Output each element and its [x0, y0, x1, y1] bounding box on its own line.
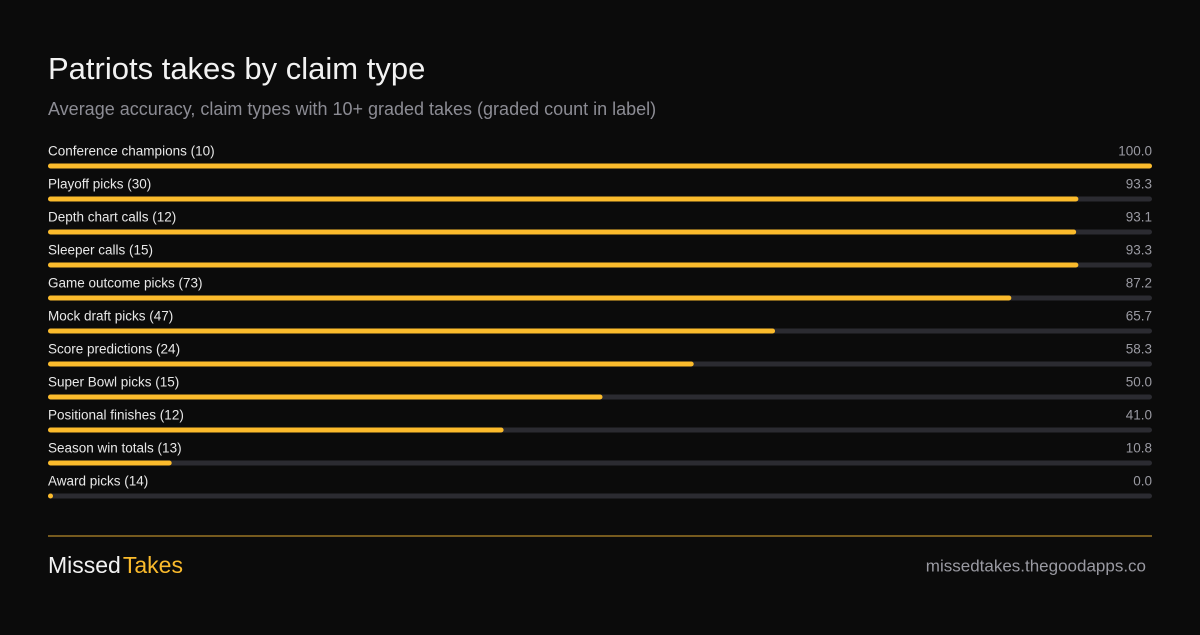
value-label: 93.1 — [1126, 210, 1152, 225]
category-label: Super Bowl picks (15) — [48, 375, 179, 390]
category-label: Score predictions (24) — [48, 342, 180, 357]
value-label: 41.0 — [1126, 408, 1152, 423]
value-label: 10.8 — [1126, 441, 1152, 456]
footer-url: missedtakes.thegoodapps.co — [926, 556, 1146, 575]
value-label: 0.0 — [1133, 474, 1152, 489]
value-label: 87.2 — [1126, 276, 1152, 291]
chart-subtitle: Average accuracy, claim types with 10+ g… — [48, 99, 656, 119]
value-label: 93.3 — [1126, 243, 1152, 258]
value-label: 50.0 — [1126, 375, 1152, 390]
category-label: Conference champions (10) — [48, 144, 215, 159]
value-label: 100.0 — [1118, 144, 1152, 159]
category-label: Playoff picks (30) — [48, 177, 151, 192]
brand: MissedTakes — [48, 552, 183, 578]
category-label: Award picks (14) — [48, 474, 148, 489]
chart-title: Patriots takes by claim type — [48, 51, 425, 86]
category-label: Positional finishes (12) — [48, 408, 184, 423]
category-label: Sleeper calls (15) — [48, 243, 153, 258]
value-label: 93.3 — [1126, 177, 1152, 192]
value-label: 65.7 — [1126, 309, 1152, 324]
value-label: 58.3 — [1126, 342, 1152, 357]
category-label: Game outcome picks (73) — [48, 276, 203, 291]
category-label: Mock draft picks (47) — [48, 309, 173, 324]
category-label: Depth chart calls (12) — [48, 210, 176, 225]
brand-first: Missed — [48, 552, 121, 578]
brand-second: Takes — [123, 552, 183, 578]
category-label: Season win totals (13) — [48, 441, 182, 456]
